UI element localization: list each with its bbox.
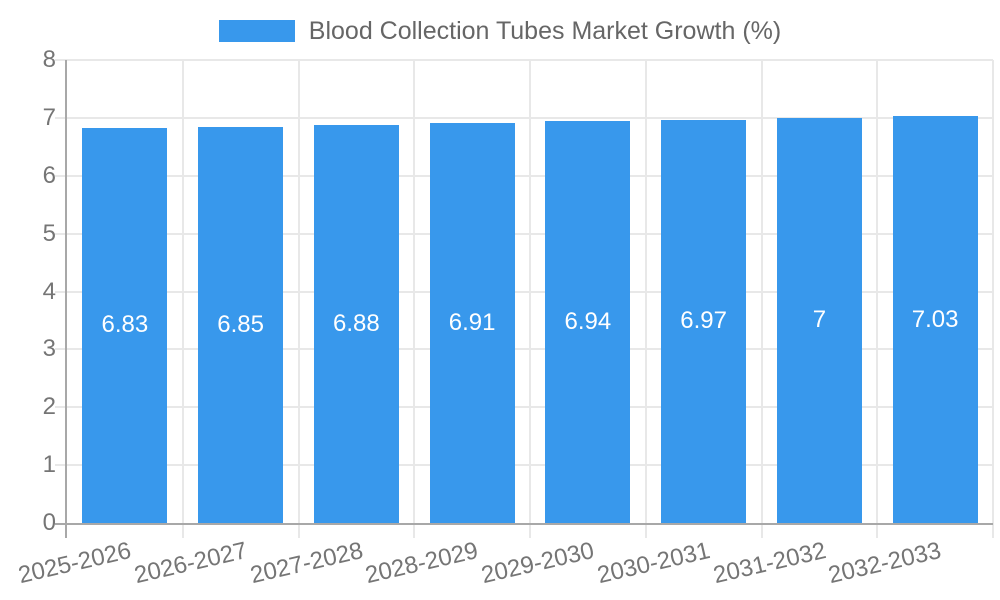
legend-swatch-icon [218,20,295,42]
v-gridline [181,60,184,538]
x-axis-line [55,523,993,525]
bar[interactable] [429,123,515,523]
h-gridline [55,464,993,467]
y-tick-label: 8 [42,46,56,73]
x-tick-label: 2031-2032 [710,537,829,590]
bar-value-label: 6.83 [101,311,149,339]
bar-value-label: 6.97 [680,307,727,335]
x-tick-label: 2028-2029 [363,537,481,590]
h-gridline [55,406,993,409]
x-tick-label: 2030-2031 [594,537,713,590]
bar-value-label: 7 [812,306,827,334]
h-gridline [55,174,993,177]
y-tick-label: 7 [42,103,56,131]
v-gridline [297,60,300,538]
y-tick-label: 1 [42,451,56,479]
v-gridline [992,60,994,538]
bar[interactable] [892,116,978,523]
y-axis-line [65,60,67,538]
v-gridline [644,60,647,538]
v-gridline [760,60,763,538]
bar-value-label: 6.85 [217,310,264,338]
bar[interactable] [313,124,399,523]
v-gridline [413,60,416,538]
legend[interactable]: Blood Collection Tubes Market Growth (%) [0,17,1000,45]
h-gridline [55,290,993,293]
bar[interactable] [82,127,168,523]
bar[interactable] [661,119,747,523]
y-tick-label: 5 [42,219,56,247]
h-gridline [55,116,993,119]
bar-value-label: 6.94 [564,308,612,336]
bar[interactable] [545,121,631,523]
bar[interactable] [198,126,284,523]
bar-value-label: 6.88 [333,309,380,337]
y-tick-label: 0 [42,509,56,536]
x-tick-label: 2026-2027 [131,537,250,590]
chart-title: Blood Collection Tubes Market Growth (%) [308,17,782,45]
y-tick-label: 4 [42,277,56,305]
x-tick-label: 2032-2033 [826,537,944,590]
y-tick-label: 6 [42,161,56,189]
h-gridline [55,59,993,61]
bar-value-label: 6.91 [448,309,496,337]
bar[interactable] [776,117,862,523]
bar-value-label: 7.03 [911,305,959,333]
h-gridline [55,232,993,235]
h-gridline [55,348,993,351]
v-gridline [876,60,879,538]
y-tick-label: 3 [42,335,56,363]
v-gridline [529,60,531,538]
x-tick-label: 2027-2028 [247,537,366,590]
x-tick-label: 2029-2030 [478,537,597,590]
x-tick-label: 2025-2026 [15,537,134,590]
y-tick-label: 2 [42,393,56,421]
